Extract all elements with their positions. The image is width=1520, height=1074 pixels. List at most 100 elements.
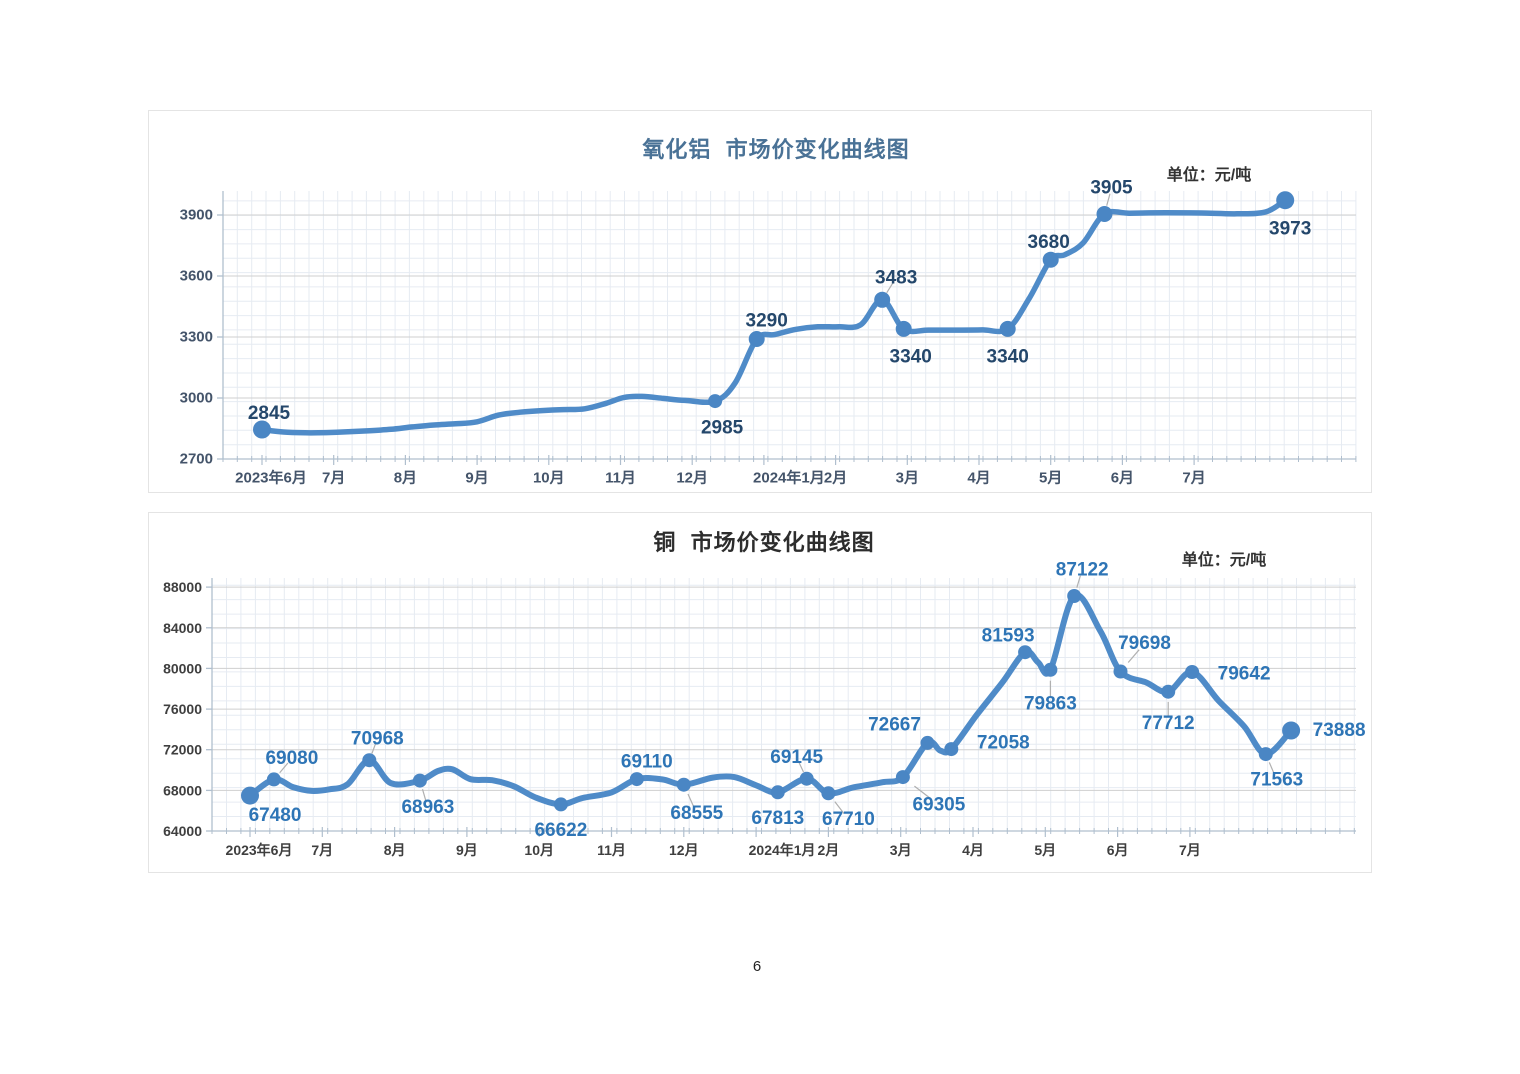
y-tick-label: 3900 <box>180 207 213 224</box>
data-point-label: 3973 <box>1269 219 1311 240</box>
x-tick-label: 4月 <box>967 470 990 487</box>
x-tick-label: 9月 <box>465 470 488 487</box>
data-point-label: 69110 <box>621 752 673 773</box>
copper-line-chart: 64000 68000 72000 76000 80000 84000 88000 2023年… <box>163 560 1366 859</box>
alumina-price-chart-panel: 氧化铝 市场价变化曲线图 单位：元/吨 2700 3000 3300 3600 3900… <box>148 110 1372 493</box>
data-point-label: 68555 <box>670 803 723 824</box>
data-point <box>944 742 959 757</box>
data-point-label: 67480 <box>249 805 302 826</box>
data-point <box>895 770 910 785</box>
x-tick-label: 2023年6月 <box>235 469 307 487</box>
y-tick-label: 3600 <box>180 268 213 285</box>
data-point-label: 3340 <box>890 346 932 367</box>
data-point <box>1018 645 1033 660</box>
data-point <box>1185 665 1200 679</box>
data-point-label: 79642 <box>1218 664 1271 685</box>
x-tick-label: 11月 <box>605 470 636 487</box>
y-tick-label: 64000 <box>163 823 202 839</box>
data-point-label: 66622 <box>534 820 587 841</box>
chart-title-copper: 铜 市场价变化曲线图 <box>653 530 875 555</box>
data-point-label: 3290 <box>746 311 788 332</box>
y-tick-label: 2700 <box>180 451 213 468</box>
x-tick-label: 3月 <box>890 842 912 858</box>
data-point <box>895 320 912 337</box>
series-line <box>259 197 1288 436</box>
data-point-label: 69305 <box>912 795 965 816</box>
data-point-label: 3483 <box>875 267 917 288</box>
data-point <box>1096 206 1113 222</box>
y-tick-label: 76000 <box>163 701 202 717</box>
data-point-label: 73888 <box>1313 720 1366 741</box>
data-point <box>708 394 723 409</box>
grid <box>211 578 1356 831</box>
data-point <box>1113 664 1128 679</box>
data-point-label: 79863 <box>1024 693 1077 714</box>
label-leaders <box>279 575 1275 814</box>
y-tick-label: 68000 <box>163 782 202 798</box>
chart-title-alumina: 氧化铝 市场价变化曲线图 <box>642 137 910 162</box>
x-tick-label: 10月 <box>533 470 565 487</box>
y-axis-labels: 2700 3000 3300 3600 3900 <box>180 207 213 468</box>
x-tick-label: 8月 <box>394 470 417 487</box>
data-point <box>874 291 891 308</box>
data-point <box>1258 747 1273 762</box>
x-tick-label: 2023年6月 <box>226 842 293 858</box>
data-point <box>799 771 814 786</box>
page-number: 6 <box>752 958 762 975</box>
data-point-label: 3680 <box>1028 232 1070 253</box>
data-labels: 67480 69080 70968 68963 66622 69110 68555 67813… <box>249 560 1366 841</box>
x-axis-labels: 2023年6月 7月 8月 9月 10月 11月 12月 2024年1月 2月 3月 4月 5月 6月 7… <box>226 842 1201 858</box>
x-tick-label: 7月 <box>322 470 345 487</box>
x-tick-label: 11月 <box>597 842 626 858</box>
x-tick-label: 10月 <box>524 842 554 858</box>
data-point <box>770 785 785 800</box>
y-tick-label: 3300 <box>180 329 213 346</box>
data-points <box>241 589 1301 812</box>
data-point <box>412 773 427 788</box>
x-axis-labels: 2023年6月 7月 8月 9月 10月 11月 12月 2024年1月 2月 3月 4月 5月 6月 7… <box>235 469 1206 487</box>
data-point-label: 81593 <box>982 626 1035 647</box>
x-tick-label: 2月 <box>824 470 847 487</box>
data-point <box>676 777 691 792</box>
unit-label: 单位：元/吨 <box>1181 552 1267 569</box>
y-tick-label: 88000 <box>163 579 202 595</box>
unit-label: 单位：元/吨 <box>1166 167 1252 184</box>
data-point <box>362 753 377 768</box>
alumina-line-chart: 2700 3000 3300 3600 3900 2023年6月 7月 8月 9月 10月 11月 1… <box>180 178 1357 487</box>
data-point-label: 70968 <box>351 729 404 750</box>
data-point <box>1282 721 1301 740</box>
data-points <box>253 191 1295 439</box>
y-axis-labels: 64000 68000 72000 76000 80000 84000 88000 <box>163 579 202 839</box>
x-tick-label: 2月 <box>818 842 840 858</box>
data-point <box>266 772 281 787</box>
data-point-label: 2845 <box>248 403 291 424</box>
y-tick-label: 72000 <box>163 742 202 758</box>
data-point-label: 3905 <box>1090 178 1133 199</box>
x-tick-label: 12月 <box>676 470 708 487</box>
data-point-label: 3340 <box>987 346 1029 367</box>
data-point-label: 67710 <box>822 809 875 830</box>
data-point-label: 72667 <box>868 714 921 735</box>
data-point <box>1042 251 1059 268</box>
data-labels: 2845 2985 3290 3483 3340 3340 3680 3905 3973 <box>248 178 1311 439</box>
x-tick-label: 12月 <box>669 842 699 858</box>
x-tick-label: 9月 <box>456 842 478 858</box>
data-point <box>999 320 1016 337</box>
data-point <box>253 420 271 439</box>
x-tick-label: 2024年1月 <box>753 469 825 487</box>
x-tick-label: 8月 <box>384 842 406 858</box>
data-point <box>920 735 935 750</box>
data-point <box>1043 662 1058 677</box>
x-tick-label: 6月 <box>1111 470 1134 487</box>
data-point-label: 71563 <box>1250 770 1303 791</box>
copper-price-chart-panel: 铜 市场价变化曲线图 单位：元/吨 64000 68000 72000 76000 80… <box>148 512 1372 873</box>
data-point-label: 69080 <box>265 748 318 769</box>
y-tick-label: 80000 <box>163 660 202 676</box>
y-tick-label: 3000 <box>180 390 213 407</box>
data-point-label: 77712 <box>1142 713 1195 734</box>
x-tick-label: 3月 <box>896 470 919 487</box>
data-point-label: 87122 <box>1056 560 1109 581</box>
data-point <box>748 331 765 347</box>
data-point-label: 68963 <box>401 797 454 818</box>
grid <box>222 191 1357 459</box>
